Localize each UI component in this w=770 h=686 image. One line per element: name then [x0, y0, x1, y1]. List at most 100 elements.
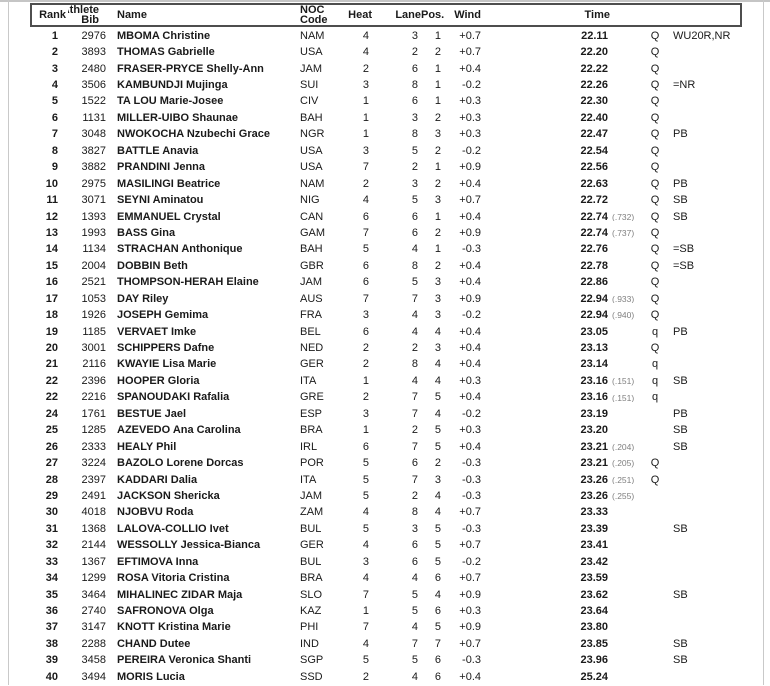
lane-cell: 6	[411, 556, 418, 568]
table-row: 19 1185 VERVAET Imke BEL 6 4 4 +0.4 23.0…	[30, 324, 742, 340]
lane-cell: 3	[411, 523, 418, 535]
qualification-cell: Q	[650, 458, 660, 470]
wind-cell: -0.3	[462, 655, 481, 667]
rank-cell: 12	[45, 211, 58, 223]
wind-cell: -0.3	[462, 244, 481, 256]
position-cell: 5	[434, 425, 441, 437]
lane-cell: 2	[411, 425, 418, 437]
heat-cell: 2	[362, 63, 369, 75]
position-cell: 6	[434, 606, 441, 618]
heat-cell: 6	[362, 260, 369, 272]
table-row: 34 1299 ROSA Vitoria Cristina BRA 4 4 6 …	[30, 570, 742, 586]
column-header-noc-code: NOC Code	[293, 5, 330, 26]
time-cell: 23.85	[580, 638, 608, 650]
time-cell: 23.13	[580, 343, 608, 355]
heat-cell: 3	[362, 80, 369, 92]
qualification-cell: Q	[650, 47, 660, 59]
athlete-name-cell: ROSA Vitoria Cristina	[117, 573, 230, 585]
heat-cell: 6	[362, 277, 369, 289]
results-rows: 1 2976 MBOMA Christine NAM 4 3 1 +0.7 22…	[30, 28, 742, 686]
position-cell: 1	[434, 63, 441, 75]
noc-code-cell: ESP	[300, 408, 323, 420]
heat-cell: 3	[362, 408, 369, 420]
table-row: 22 2396 HOOPER Gloria ITA 1 4 4 +0.3 23.…	[30, 373, 742, 389]
noc-code-cell: GRE	[300, 392, 324, 404]
time-fraction-cell: (.255)	[612, 492, 635, 501]
table-row: 10 2975 MASILINGI Beatrice NAM 2 3 2 +0.…	[30, 176, 742, 192]
table-row: 9 3882 PRANDINI Jenna USA 7 2 1 +0.9 22.…	[30, 160, 742, 176]
qualification-cell: Q	[650, 293, 660, 305]
athlete-name-cell: EMMANUEL Crystal	[117, 211, 221, 223]
time-cell: 23.33	[580, 507, 608, 519]
lane-cell: 6	[411, 96, 418, 108]
column-header-athlete-bib: Athlete Bib	[68, 5, 110, 26]
wind-cell: +0.4	[459, 441, 481, 453]
time-fraction-cell: (.205)	[612, 459, 635, 468]
bib-cell: 2116	[82, 359, 106, 371]
position-cell: 1	[434, 80, 441, 92]
athlete-name-cell: NWOKOCHA Nzubechi Grace	[117, 129, 271, 141]
position-cell: 5	[434, 441, 441, 453]
lane-cell: 6	[411, 540, 418, 552]
rank-cell: 7	[51, 129, 58, 141]
heat-cell: 6	[362, 211, 369, 223]
noc-code-cell: BAH	[300, 112, 323, 124]
position-cell: 1	[434, 211, 441, 223]
position-cell: 2	[434, 145, 441, 157]
wind-cell: -0.2	[462, 80, 481, 92]
qualification-cell: Q	[650, 129, 660, 141]
rank-cell: 6	[51, 112, 58, 124]
wind-cell: -0.2	[462, 408, 481, 420]
bib-cell: 3506	[81, 80, 106, 92]
noc-code-cell: NGR	[300, 129, 325, 141]
rank-cell: 8	[51, 145, 58, 157]
lane-cell: 2	[411, 47, 418, 59]
position-cell: 2	[434, 458, 441, 470]
record-note-cell: SB	[673, 523, 688, 535]
athlete-name-cell: TA LOU Marie-Josee	[117, 96, 224, 108]
table-row: 38 2288 CHAND Dutee IND 4 7 7 +0.7 23.85…	[30, 636, 742, 652]
lane-cell: 8	[411, 80, 418, 92]
athlete-name-cell: PRANDINI Jenna	[117, 162, 206, 174]
rank-cell: 16	[45, 277, 58, 289]
noc-code-cell: POR	[300, 458, 324, 470]
heat-cell: 1	[362, 425, 369, 437]
column-header-time: Time	[584, 9, 610, 21]
table-row: 30 4018 NJOBVU Roda ZAM 4 8 4 +0.7 23.33	[30, 505, 742, 521]
athlete-name-cell: BATTLE Anavia	[117, 145, 199, 157]
bib-cell: 1993	[81, 227, 106, 239]
record-note-cell: SB	[673, 425, 688, 437]
table-row: 31 1368 LALOVA-COLLIO Ivet BUL 5 3 5 -0.…	[30, 521, 742, 537]
qualification-cell: q	[651, 392, 659, 404]
time-cell: 22.56	[580, 162, 608, 174]
rank-cell: 30	[45, 507, 58, 519]
bib-cell: 2491	[81, 490, 106, 502]
heat-cell: 3	[362, 556, 369, 568]
time-cell: 23.19	[580, 408, 608, 420]
noc-code-cell: NAM	[300, 178, 325, 190]
qualification-cell: q	[651, 359, 659, 371]
qualification-cell: Q	[650, 244, 660, 256]
table-row: 17 1053 DAY Riley AUS 7 7 3 +0.9 22.94 (…	[30, 291, 742, 307]
table-row: 5 1522 TA LOU Marie-Josee CIV 1 6 1 +0.3…	[30, 94, 742, 110]
time-cell: 22.47	[580, 129, 608, 141]
athlete-name-cell: PEREIRA Veronica Shanti	[117, 655, 252, 667]
rank-cell: 22	[45, 392, 58, 404]
lane-cell: 5	[411, 145, 418, 157]
noc-code-cell: IRL	[300, 441, 318, 453]
position-cell: 4	[434, 589, 441, 601]
record-note-cell: PB	[673, 408, 688, 420]
heat-cell: 4	[362, 638, 369, 650]
position-cell: 3	[434, 195, 441, 207]
position-cell: 3	[434, 343, 441, 355]
bib-cell: 4018	[81, 507, 106, 519]
bib-cell: 3464	[81, 589, 106, 601]
athlete-name-cell: CHAND Dutee	[117, 638, 191, 650]
noc-code-cell: SGP	[300, 655, 324, 667]
wind-cell: +0.4	[459, 63, 481, 75]
position-cell: 3	[434, 277, 441, 289]
lane-cell: 5	[411, 606, 418, 618]
page-right-edge	[763, 0, 764, 685]
qualification-cell: Q	[650, 30, 660, 42]
rank-cell: 14	[45, 244, 58, 256]
